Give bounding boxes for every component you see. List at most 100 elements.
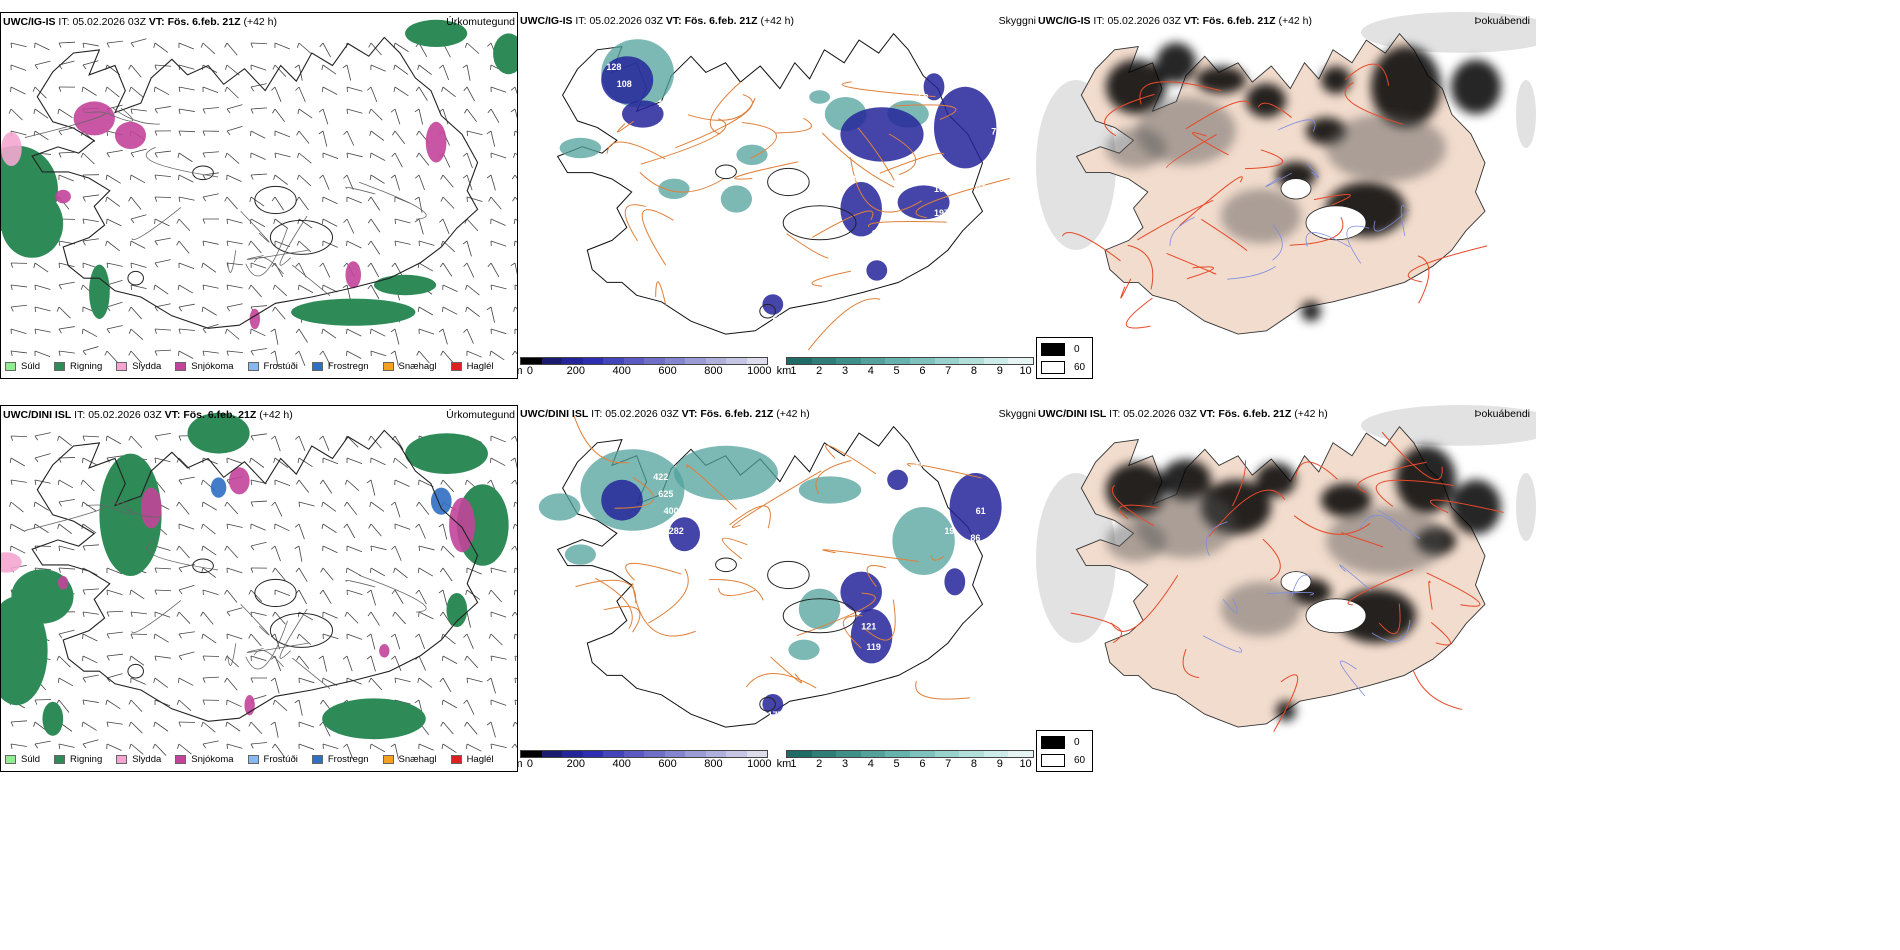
wind-barb [442, 152, 451, 168]
wind-barb-tick [34, 699, 38, 705]
road [624, 204, 646, 242]
wind-barb [394, 611, 406, 625]
field-area [897, 185, 950, 220]
road [253, 649, 284, 668]
wind-barb-tick [57, 677, 60, 684]
visibility-panel-bottom: UWC/DINI ISL IT: 05.02.2026 03Z VT: Fös.… [518, 405, 1038, 772]
wind-barb [490, 699, 507, 706]
visibility-label: 98 [783, 201, 793, 211]
wind-barb [250, 284, 262, 298]
wind-barb [82, 523, 97, 534]
wind-barb [514, 479, 517, 486]
wind-barb-tick [10, 721, 14, 727]
wind-barb-tick [295, 196, 300, 202]
wind-barb-tick [417, 306, 420, 313]
wind-barb [154, 64, 171, 67]
wind-barb-tick [248, 633, 252, 639]
field-area [425, 121, 447, 163]
wind-barb [298, 677, 315, 684]
road [279, 215, 308, 266]
wind-barb [226, 303, 243, 308]
wind-barb [370, 501, 385, 512]
wind-barb-tick [226, 218, 228, 225]
wind-barb-tick [130, 42, 135, 48]
wind-barb-tick [81, 86, 84, 92]
wind-barb-tick [346, 350, 348, 357]
wind-barb [466, 611, 471, 628]
wind-barb [58, 567, 75, 570]
colorbar-unit: km [776, 365, 792, 377]
wind-barb [226, 328, 240, 340]
wind-barb-tick [489, 457, 492, 464]
river [1222, 598, 1238, 614]
wind-barb [34, 328, 51, 333]
legend-swatch [311, 362, 323, 371]
wind-barb [58, 677, 74, 687]
wind-barb-tick [128, 306, 132, 312]
river [1339, 564, 1372, 591]
wind-barb-tick [153, 721, 156, 727]
wind-barb-tick [178, 721, 182, 727]
wind-barb [250, 42, 268, 45]
wind-barb-tick [414, 699, 420, 704]
wind-barb [106, 174, 121, 184]
wind-barb-tick [272, 306, 276, 312]
colorbar-unit: m [518, 758, 523, 770]
wind-barb [346, 545, 363, 553]
wind-barb-tick [202, 284, 205, 290]
colorbar-tick: 200 [566, 365, 585, 377]
wind-barb [274, 196, 285, 211]
wind-barb-tick [272, 699, 276, 705]
wind-barb [250, 130, 266, 139]
river [1202, 635, 1243, 653]
wind-barb-tick [224, 501, 228, 507]
colorbar-tick: 800 [704, 758, 723, 770]
wind-barb [226, 501, 239, 515]
wind-barb-tick [368, 523, 372, 529]
road [279, 608, 308, 659]
wind-barb-tick [250, 435, 254, 441]
colorbar-tick: 9 [996, 758, 1003, 770]
wind-barb [178, 218, 191, 232]
field-area [187, 412, 250, 454]
wind-barb-tick [510, 108, 516, 113]
wind-barb [394, 567, 408, 579]
wind-barb [394, 457, 408, 469]
wind-barb-tick [415, 589, 420, 595]
road [721, 537, 748, 560]
wind-barb-tick [224, 152, 228, 158]
wind-barb-tick [178, 350, 180, 357]
wind-barb [466, 64, 471, 81]
wind-barb [130, 306, 142, 320]
wind-barb [418, 589, 427, 605]
wind-barb-tick [297, 152, 300, 158]
wind-barb [34, 350, 51, 358]
wind-barb-tick [296, 479, 300, 485]
wind-barb-tick [319, 350, 324, 356]
wind-barb [58, 281, 75, 286]
wind-barb [250, 262, 267, 269]
legend-item: Haglél [450, 361, 494, 372]
fog-area [1221, 188, 1301, 244]
field-area [866, 260, 888, 281]
wind-barb-tick [249, 457, 252, 463]
colorbar-unit: m [518, 365, 523, 377]
wind-barb-tick [273, 174, 276, 180]
wind-barb [394, 435, 404, 450]
wind-barb-tick [202, 108, 206, 114]
visibility-label: 63 [976, 181, 986, 191]
colorbar-tick: 3 [841, 758, 849, 770]
wind-barb-tick [33, 262, 36, 268]
wind-barb [466, 262, 475, 278]
wind-barb [370, 633, 376, 650]
wind-barb [226, 545, 238, 559]
field-area [55, 189, 71, 204]
wind-barb-tick [415, 174, 420, 179]
road [1232, 460, 1247, 507]
wind-barb-tick [250, 743, 254, 749]
wind-barb [394, 328, 400, 345]
precip-map [1, 19, 517, 367]
wind-barb-tick [201, 523, 204, 529]
colorbar-tick: 600 [658, 365, 677, 377]
river [1265, 172, 1292, 188]
